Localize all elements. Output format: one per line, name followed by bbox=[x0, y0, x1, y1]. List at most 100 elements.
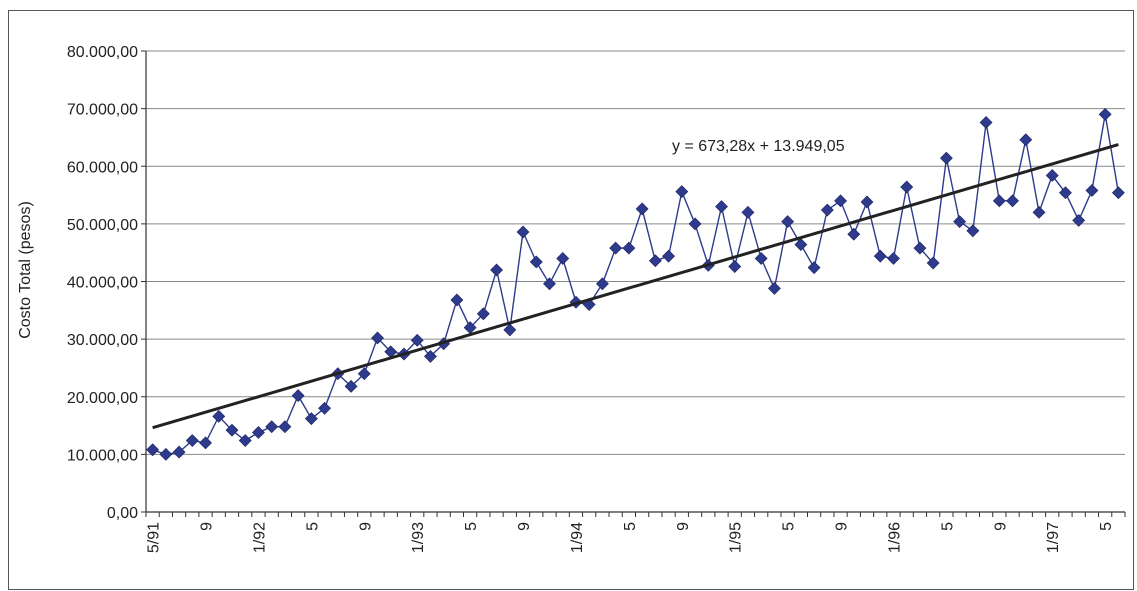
data-point bbox=[146, 443, 160, 457]
y-tick-label: 80.000,00 bbox=[67, 44, 138, 61]
data-point bbox=[900, 180, 914, 194]
data-point bbox=[1059, 186, 1072, 200]
data-point bbox=[992, 194, 1006, 208]
data-point bbox=[807, 261, 821, 275]
data-point bbox=[159, 447, 173, 461]
data-point bbox=[503, 323, 517, 337]
data-point bbox=[450, 293, 464, 307]
x-tick-label: 9 bbox=[834, 522, 851, 531]
data-point bbox=[529, 255, 543, 269]
data-point bbox=[767, 281, 781, 295]
data-point bbox=[979, 116, 993, 129]
x-tick-label: 5 bbox=[939, 522, 956, 531]
y-tick-label: 50.000,00 bbox=[67, 217, 138, 234]
data-point bbox=[635, 202, 649, 216]
data-point bbox=[754, 252, 768, 265]
data-point bbox=[476, 307, 490, 321]
data-point bbox=[887, 252, 900, 265]
x-axis-ticks: 5/91 9 1/92 5 9 1/93 5 9 1/94 5 9 1/95 5 9 1/96 5 9 1/97 5 bbox=[145, 512, 1126, 553]
y-tick-label: 40.000,00 bbox=[67, 275, 138, 292]
data-point bbox=[344, 379, 358, 393]
x-tick-label: 1/93 bbox=[410, 522, 427, 553]
x-tick-label: 1/96 bbox=[886, 522, 903, 553]
data-point bbox=[1072, 213, 1086, 227]
data-point bbox=[410, 333, 424, 347]
y-tick-label: 70.000,00 bbox=[67, 102, 138, 119]
data-point bbox=[860, 195, 874, 209]
data-point bbox=[741, 205, 755, 219]
gridlines bbox=[141, 50, 1125, 513]
x-tick-label: 1/95 bbox=[728, 522, 745, 553]
data-point bbox=[820, 203, 834, 217]
data-point bbox=[424, 349, 437, 363]
data-point bbox=[662, 249, 675, 263]
trendline-equation: y = 673,28x + 13.949,05 bbox=[672, 138, 845, 155]
data-point bbox=[225, 423, 239, 437]
data-point bbox=[926, 256, 940, 270]
data-point bbox=[913, 241, 927, 255]
x-tick-label: 9 bbox=[357, 522, 374, 531]
x-tick-label: 9 bbox=[992, 522, 1009, 531]
data-point bbox=[1032, 205, 1046, 219]
data-point bbox=[1045, 169, 1059, 182]
chart-frame bbox=[8, 10, 1134, 590]
x-tick-label: 5 bbox=[304, 522, 321, 531]
data-point bbox=[265, 420, 279, 434]
x-tick-label: 9 bbox=[516, 522, 533, 531]
data-point bbox=[1006, 194, 1019, 208]
data-point bbox=[357, 367, 371, 381]
data-point bbox=[212, 409, 226, 423]
y-tick-label: 20.000,00 bbox=[67, 390, 138, 407]
y-axis-ticks: 0,00 10.000,00 20.000,00 30.000,00 40.000,00… bbox=[67, 44, 138, 522]
x-tick-label: 5 bbox=[622, 522, 639, 531]
x-tick-label: 1/94 bbox=[569, 522, 586, 553]
data-point bbox=[291, 389, 305, 403]
trendline-line bbox=[152, 143, 1119, 430]
data-point bbox=[238, 434, 252, 447]
data-point bbox=[688, 217, 702, 231]
x-tick-label: 5 bbox=[463, 522, 480, 531]
x-tick-label: 1/97 bbox=[1045, 522, 1062, 553]
data-point bbox=[1111, 186, 1125, 200]
data-point bbox=[1085, 184, 1099, 197]
data-point bbox=[490, 263, 504, 277]
data-series bbox=[146, 107, 1125, 461]
data-point bbox=[543, 277, 556, 291]
trendline bbox=[152, 143, 1119, 430]
x-tick-label: 5/91 bbox=[146, 522, 163, 553]
data-point bbox=[318, 401, 332, 415]
x-tick-label: 5 bbox=[1098, 522, 1115, 531]
x-tick-label: 9 bbox=[199, 522, 216, 531]
data-point bbox=[252, 426, 265, 439]
data-point bbox=[781, 215, 795, 228]
y-tick-label: 10.000,00 bbox=[67, 447, 138, 464]
data-point bbox=[847, 227, 861, 241]
data-point bbox=[939, 151, 953, 165]
data-point bbox=[715, 200, 728, 214]
data-point bbox=[953, 215, 967, 228]
x-tick-label: 5 bbox=[781, 522, 798, 531]
data-point bbox=[278, 420, 292, 434]
x-tick-label: 1/92 bbox=[251, 522, 268, 553]
data-point bbox=[675, 185, 689, 199]
data-point bbox=[199, 436, 212, 450]
series-line bbox=[152, 114, 1120, 456]
data-point bbox=[516, 225, 530, 239]
data-point bbox=[185, 434, 199, 447]
data-point bbox=[596, 277, 609, 291]
y-axis-label: Costo Total (pesos) bbox=[17, 201, 34, 339]
y-tick-label: 0,00 bbox=[107, 505, 138, 522]
y-tick-label: 30.000,00 bbox=[67, 332, 138, 349]
data-point bbox=[966, 224, 980, 238]
data-point bbox=[371, 331, 384, 345]
data-point bbox=[622, 241, 636, 255]
y-tick-label: 60.000,00 bbox=[67, 159, 138, 176]
data-point bbox=[728, 260, 742, 273]
data-point bbox=[873, 249, 887, 263]
data-point bbox=[648, 254, 662, 268]
data-point bbox=[172, 445, 186, 459]
data-point bbox=[609, 241, 623, 255]
x-tick-label: 9 bbox=[675, 522, 692, 531]
data-point bbox=[556, 252, 570, 265]
